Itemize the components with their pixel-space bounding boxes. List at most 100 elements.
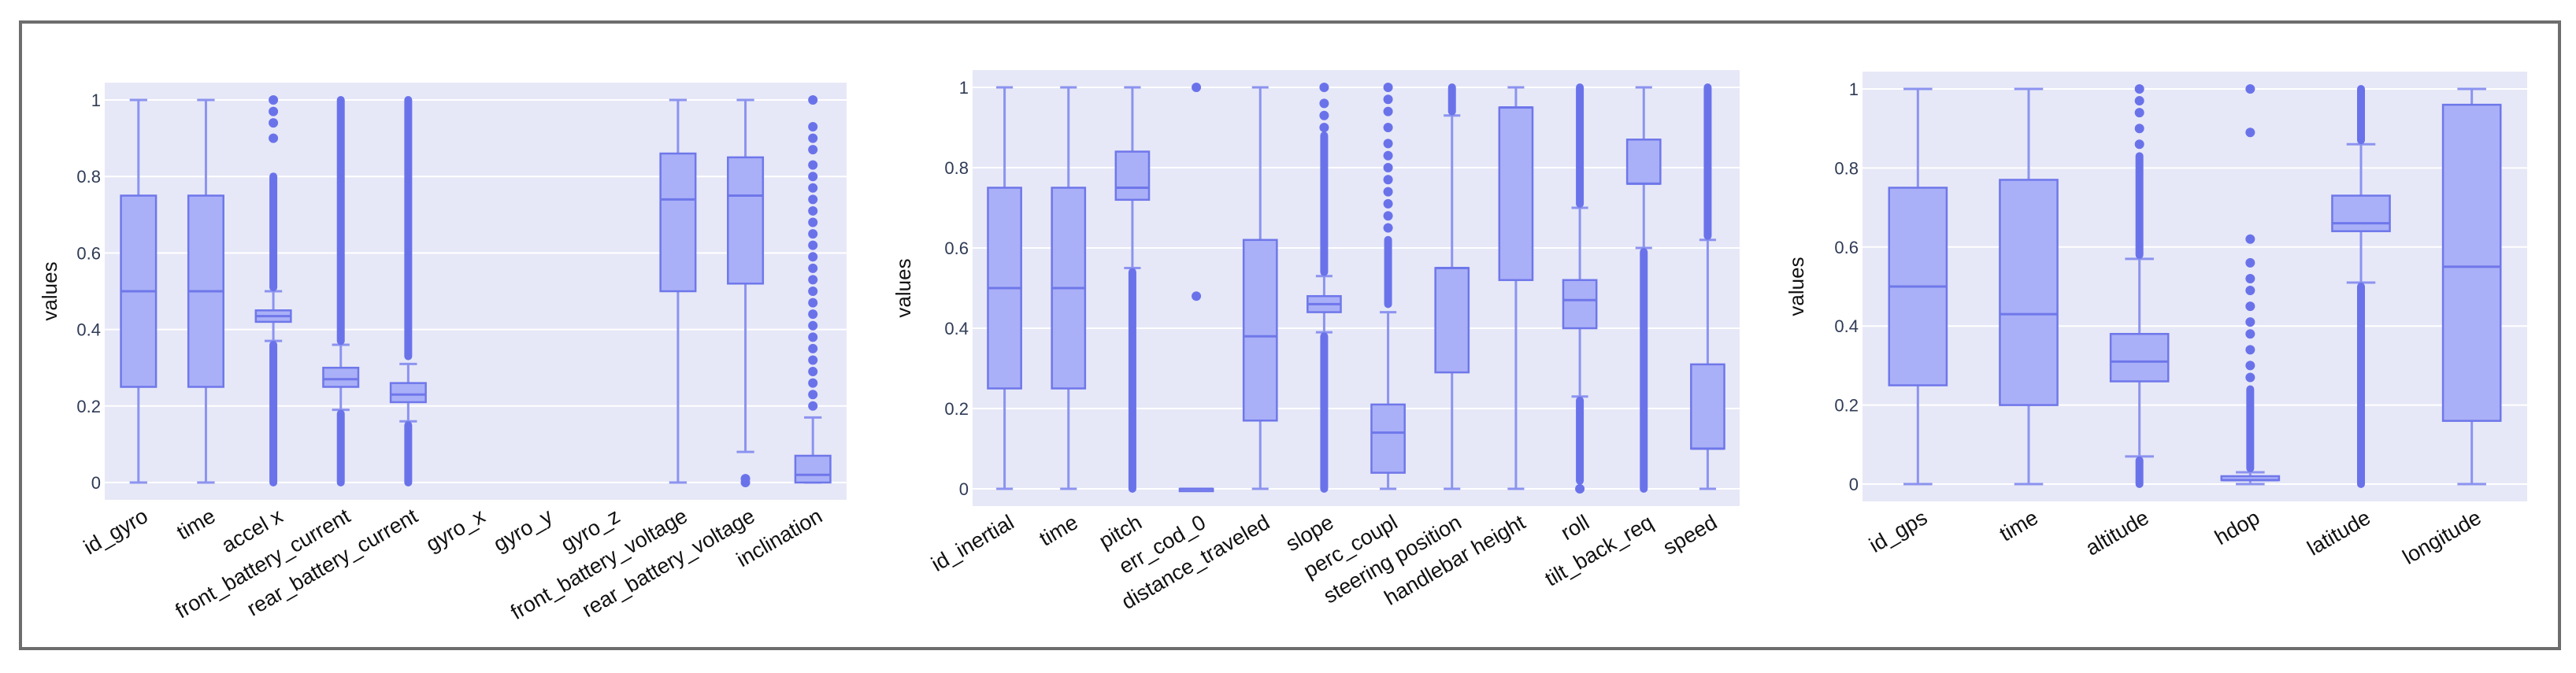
y-axis-label: values [1785,257,1808,316]
outlier-point [808,298,818,308]
outlier-point [1383,187,1393,197]
outlier-point [2245,273,2255,283]
y-tick-label: 0 [1849,475,1859,494]
outlier-point [2245,234,2255,244]
box-iqr [1498,106,1534,282]
outlier-point [1383,175,1393,185]
box-iqr [2441,103,2502,422]
box-iqr [1690,363,1725,450]
x-tick-label: id_inertial [927,510,1017,576]
outlier-point [808,309,818,320]
outlier-point [2245,286,2255,296]
box-id-gps [1888,87,1948,486]
box-front-battery-current [322,96,360,486]
box-front-battery-voltage [659,98,697,484]
outlier-point [808,172,818,182]
box-err-cod-0 [1178,83,1214,493]
box-speed [1690,83,1725,490]
outlier-point [1383,198,1393,209]
outlier-point [1192,291,1202,301]
outlier-point [1383,106,1393,116]
outlier-point [808,122,818,132]
outlier-point [269,118,279,128]
box-id-gyro [120,98,158,484]
y-tick-label: 0.8 [944,158,969,178]
x-tick-label: speed [1659,510,1722,560]
box-roll [1562,83,1598,494]
outlier-point [808,194,818,205]
x-tick-label: gyro_x [422,504,490,557]
outlier-point [1192,83,1202,92]
y-tick-label: 0.4 [1834,316,1859,336]
plot-background [105,83,847,500]
outlier-point [2245,257,2255,268]
plot-background [973,70,1740,506]
outlier-point [1383,94,1393,105]
outlier-point [2134,96,2144,106]
outlier-point [1319,110,1329,120]
box-iqr [2109,332,2170,383]
box-id-inertial [987,86,1022,490]
box-time [1999,87,2059,486]
y-tick-label: 0.4 [76,320,101,340]
box-iqr [659,152,697,293]
x-tick-label: time [172,504,219,544]
box-iqr [1242,239,1278,422]
outlier-point [808,343,818,353]
box-iqr [1370,403,1406,474]
y-tick-label: 0.2 [76,397,101,416]
x-tick-label: tilt_back_req [1541,510,1658,591]
box-iqr [1625,139,1662,185]
outlier-point [808,401,818,411]
box-iqr [1999,179,2059,406]
outlier-point [740,474,751,484]
y-tick-label: 0.6 [76,243,101,263]
x-tick-label: gyro_y [489,504,557,557]
outlier-point [2245,372,2255,383]
box-rear-battery-voltage [727,98,765,487]
outlier-point [808,183,818,193]
y-tick-label: 0 [91,473,101,493]
box-altitude [2109,84,2170,488]
outlier-point [808,378,818,388]
box-pitch [1114,86,1151,493]
outlier-point [1383,83,1393,92]
x-tick-label: hdop [2211,505,2263,549]
outlier-point [808,217,818,227]
outlier-point [808,275,818,285]
x-tick-label: longitude [2399,505,2485,569]
outlier-point [1319,83,1329,92]
outlier-point [2134,84,2144,94]
box-iqr [2331,194,2391,232]
box-perc-coupl [1370,83,1406,490]
outlier-point [808,332,818,342]
x-tick-label: time [1996,505,2042,545]
box-latitude [2331,85,2391,488]
box-hdop [2220,84,2281,486]
outlier-point [2134,108,2144,118]
y-tick-label: 1 [959,78,969,98]
box-accel-x [254,95,292,486]
box-iqr [1562,279,1598,330]
y-tick-label: 0.8 [76,167,101,187]
outlier-point [1383,150,1393,161]
outlier-point [269,106,279,116]
y-tick-label: 0.2 [1834,396,1859,416]
x-tick-label: latitude [2304,505,2374,560]
chart-panel-3: 0 0.2 0.4 0.6 0.8 1 values id_gps time altitude hd… [1785,72,2527,569]
y-axis-label: values [891,258,915,317]
box-handlebar-height [1498,86,1534,490]
box-slope [1307,83,1342,493]
box-iqr [389,382,427,404]
outlier-point [808,145,818,155]
box-longitude [2441,87,2502,486]
box-iqr [727,156,765,285]
y-tick-label: 0.8 [1834,158,1859,178]
outlier-point [808,263,818,273]
outlier-point [1383,123,1393,132]
outlier-point [2134,139,2144,150]
outlier-point [1383,163,1393,172]
box-time [187,98,224,484]
box-tilt-back-req [1625,86,1662,493]
